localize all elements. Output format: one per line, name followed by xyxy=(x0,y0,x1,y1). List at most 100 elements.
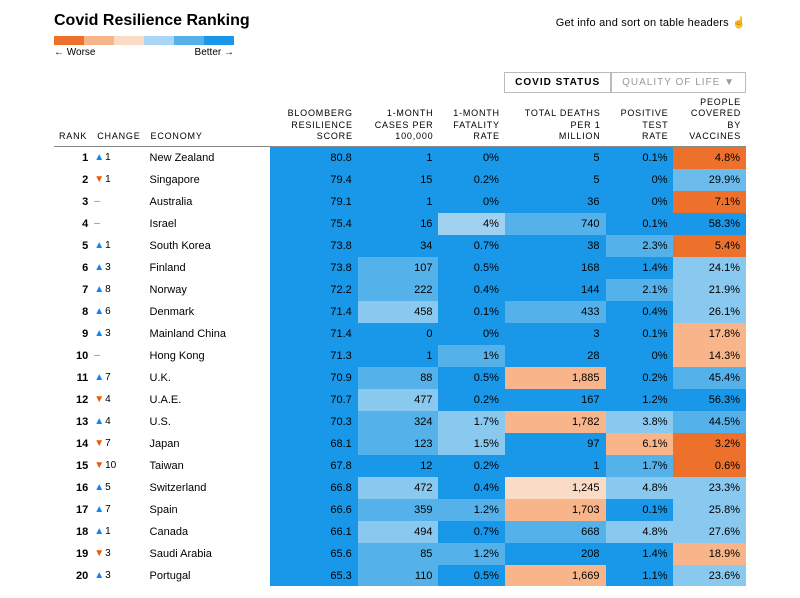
vaccines-cell: 25.8% xyxy=(673,499,746,521)
cases-cell: 1 xyxy=(358,147,439,169)
rank-cell: 6 xyxy=(54,257,92,279)
economy-cell: Japan xyxy=(146,433,270,455)
score-cell: 66.1 xyxy=(270,521,358,543)
rank-cell: 19 xyxy=(54,543,92,565)
fatality-cell: 1.5% xyxy=(438,433,504,455)
title: Covid Resilience Ranking xyxy=(54,12,250,30)
vaccines-cell: 4.8% xyxy=(673,147,746,169)
vaccines-cell: 26.1% xyxy=(673,301,746,323)
positive-cell: 0.1% xyxy=(606,323,674,345)
positive-cell: 0.1% xyxy=(606,499,674,521)
change-cell: – xyxy=(92,191,145,213)
vaccines-cell: 0.6% xyxy=(673,455,746,477)
positive-cell: 2.1% xyxy=(606,279,674,301)
cases-cell: 324 xyxy=(358,411,439,433)
change-cell: ▲1 xyxy=(92,521,145,543)
change-cell: – xyxy=(92,345,145,367)
economy-cell: Switzerland xyxy=(146,477,270,499)
rank-cell: 13 xyxy=(54,411,92,433)
score-cell: 70.9 xyxy=(270,367,358,389)
deaths-cell: 1,669 xyxy=(505,565,606,587)
table-row: 1 ▲1 New Zealand 80.8 1 0% 5 0.1% 4.8% xyxy=(54,147,746,169)
col-cases[interactable]: 1-MONTHCASES PER100,000 xyxy=(358,95,439,147)
vaccines-cell: 24.1% xyxy=(673,257,746,279)
change-cell: ▲6 xyxy=(92,301,145,323)
economy-cell: Finland xyxy=(146,257,270,279)
table-row: 10 – Hong Kong 71.3 1 1% 28 0% 14.3% xyxy=(54,345,746,367)
deaths-cell: 1,703 xyxy=(505,499,606,521)
table-row: 2 ▼1 Singapore 79.4 15 0.2% 5 0% 29.9% xyxy=(54,169,746,191)
fatality-cell: 0.1% xyxy=(438,301,504,323)
positive-cell: 4.8% xyxy=(606,521,674,543)
economy-cell: Singapore xyxy=(146,169,270,191)
change-cell: ▲5 xyxy=(92,477,145,499)
table-row: 20 ▲3 Portugal 65.3 110 0.5% 1,669 1.1% … xyxy=(54,565,746,587)
col-positive[interactable]: POSITIVETESTRATE xyxy=(606,95,674,147)
table-row: 9 ▲3 Mainland China 71.4 0 0% 3 0.1% 17.… xyxy=(54,323,746,345)
rank-cell: 17 xyxy=(54,499,92,521)
deaths-cell: 433 xyxy=(505,301,606,323)
score-cell: 65.6 xyxy=(270,543,358,565)
fatality-cell: 0% xyxy=(438,323,504,345)
fatality-cell: 0.2% xyxy=(438,455,504,477)
score-cell: 80.8 xyxy=(270,147,358,169)
score-cell: 75.4 xyxy=(270,213,358,235)
fatality-cell: 1% xyxy=(438,345,504,367)
tab-covid-status[interactable]: COVID STATUS xyxy=(504,72,611,93)
col-fatality[interactable]: 1-MONTHFATALITYRATE xyxy=(438,95,504,147)
tab-quality-of-life[interactable]: QUALITY OF LIFE ▼ xyxy=(611,72,746,93)
col-change[interactable]: CHANGE xyxy=(92,95,145,147)
cases-cell: 359 xyxy=(358,499,439,521)
col-score[interactable]: BLOOMBERGRESILIENCESCORE xyxy=(270,95,358,147)
table-row: 17 ▲7 Spain 66.6 359 1.2% 1,703 0.1% 25.… xyxy=(54,499,746,521)
positive-cell: 0% xyxy=(606,169,674,191)
economy-cell: Israel xyxy=(146,213,270,235)
legend-worse: ← Worse xyxy=(54,47,96,58)
table-row: 5 ▲1 South Korea 73.8 34 0.7% 38 2.3% 5.… xyxy=(54,235,746,257)
cases-cell: 15 xyxy=(358,169,439,191)
score-cell: 71.3 xyxy=(270,345,358,367)
economy-cell: U.K. xyxy=(146,367,270,389)
positive-cell: 0% xyxy=(606,191,674,213)
positive-cell: 1.4% xyxy=(606,257,674,279)
vaccines-cell: 23.3% xyxy=(673,477,746,499)
table-row: 12 ▼4 U.A.E. 70.7 477 0.2% 167 1.2% 56.3… xyxy=(54,389,746,411)
cases-cell: 494 xyxy=(358,521,439,543)
table-row: 6 ▲3 Finland 73.8 107 0.5% 168 1.4% 24.1… xyxy=(54,257,746,279)
deaths-cell: 5 xyxy=(505,169,606,191)
deaths-cell: 1,245 xyxy=(505,477,606,499)
fatality-cell: 0.7% xyxy=(438,235,504,257)
rank-cell: 10 xyxy=(54,345,92,367)
change-cell: ▼7 xyxy=(92,433,145,455)
cases-cell: 458 xyxy=(358,301,439,323)
fatality-cell: 0% xyxy=(438,191,504,213)
vaccines-cell: 7.1% xyxy=(673,191,746,213)
vaccines-cell: 44.5% xyxy=(673,411,746,433)
vaccines-cell: 58.3% xyxy=(673,213,746,235)
table-row: 4 – Israel 75.4 16 4% 740 0.1% 58.3% xyxy=(54,213,746,235)
economy-cell: U.S. xyxy=(146,411,270,433)
score-cell: 73.8 xyxy=(270,257,358,279)
col-rank[interactable]: RANK xyxy=(54,95,92,147)
vaccines-cell: 27.6% xyxy=(673,521,746,543)
deaths-cell: 5 xyxy=(505,147,606,169)
col-vaccines[interactable]: PEOPLECOVEREDBYVACCINES xyxy=(673,95,746,147)
economy-cell: Canada xyxy=(146,521,270,543)
deaths-cell: 740 xyxy=(505,213,606,235)
rank-cell: 1 xyxy=(54,147,92,169)
legend-blocks xyxy=(54,36,234,45)
change-cell: ▲7 xyxy=(92,367,145,389)
score-cell: 66.6 xyxy=(270,499,358,521)
cases-cell: 222 xyxy=(358,279,439,301)
score-cell: 73.8 xyxy=(270,235,358,257)
vaccines-cell: 3.2% xyxy=(673,433,746,455)
table-row: 18 ▲1 Canada 66.1 494 0.7% 668 4.8% 27.6… xyxy=(54,521,746,543)
deaths-cell: 208 xyxy=(505,543,606,565)
info-text[interactable]: Get info and sort on table headers ☝ xyxy=(556,12,746,29)
col-deaths[interactable]: TOTAL DEATHSPER 1MILLION xyxy=(505,95,606,147)
fatality-cell: 0.5% xyxy=(438,257,504,279)
economy-cell: U.A.E. xyxy=(146,389,270,411)
deaths-cell: 36 xyxy=(505,191,606,213)
col-economy[interactable]: ECONOMY xyxy=(146,95,270,147)
economy-cell: Norway xyxy=(146,279,270,301)
